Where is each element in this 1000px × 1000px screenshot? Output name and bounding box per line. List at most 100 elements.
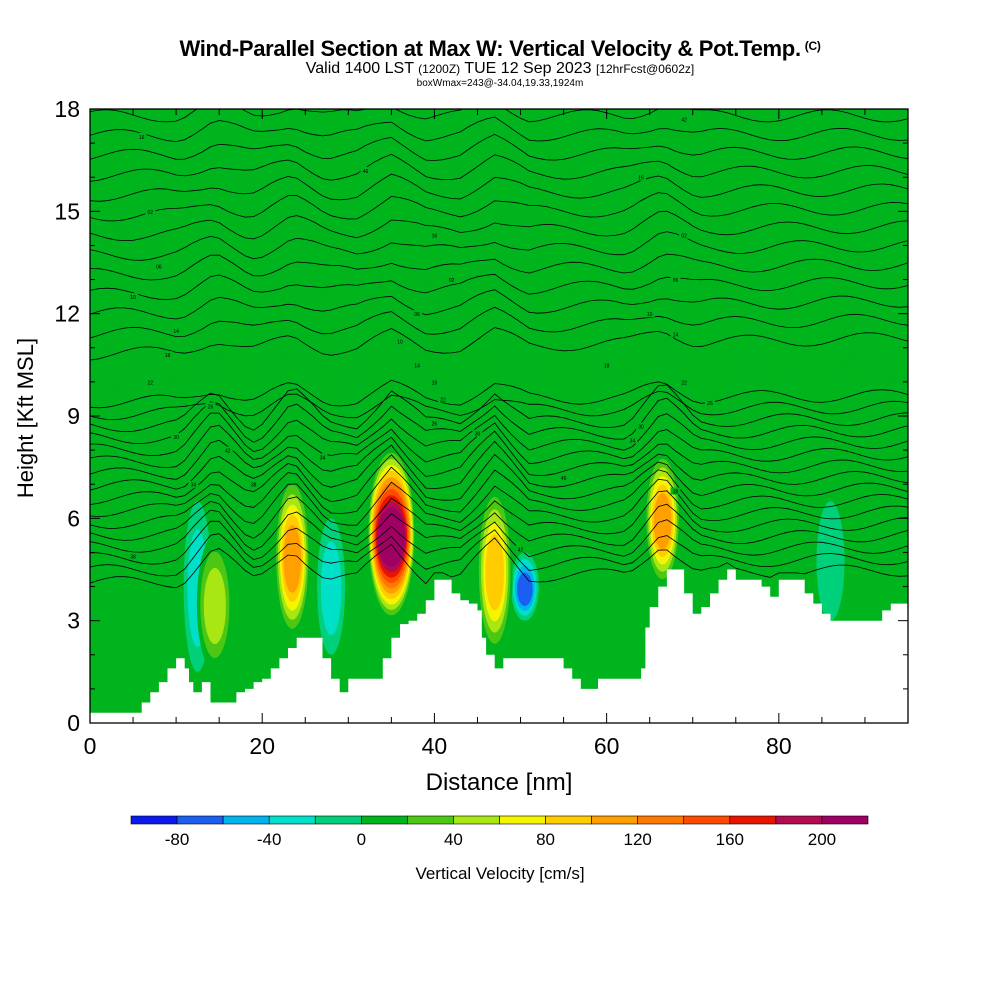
isentrope-value: 16 bbox=[638, 176, 644, 182]
colorbar-tick-label: 80 bbox=[536, 830, 555, 849]
isentrope-label: 10 bbox=[644, 310, 655, 318]
chart-title: Wind-Parallel Section at Max W: Vertical… bbox=[179, 36, 821, 61]
colorbar-swatch bbox=[222, 815, 270, 825]
isentrope-value: 34 bbox=[320, 455, 326, 461]
colorbar-swatch bbox=[545, 815, 592, 825]
colorbar-tick-label: -40 bbox=[257, 830, 282, 849]
colorbar-swatch bbox=[176, 815, 224, 825]
isentrope-label: 34 bbox=[317, 453, 328, 461]
weak-updraft-streak bbox=[369, 163, 414, 553]
label-background bbox=[558, 473, 569, 481]
isentrope-value: 26 bbox=[432, 421, 438, 427]
isentrope-value: 30 bbox=[173, 435, 179, 441]
colorbar-swatch bbox=[499, 815, 546, 825]
isentrope bbox=[90, 231, 908, 261]
label-background bbox=[248, 480, 259, 488]
weak-updraft-streak bbox=[619, 218, 653, 553]
updraft-cell bbox=[367, 446, 416, 621]
downdraft-cell bbox=[510, 552, 539, 621]
isentrope bbox=[90, 173, 908, 202]
y-tick-label: 0 bbox=[67, 710, 80, 736]
isentrope-label: 42 bbox=[679, 115, 690, 124]
label-background bbox=[601, 361, 612, 369]
isentrope-label: 16 bbox=[136, 132, 147, 141]
background-velocity-streaks bbox=[102, 109, 908, 553]
label-background bbox=[670, 487, 681, 495]
isentrope bbox=[90, 466, 908, 518]
isentrope-label: 10 bbox=[128, 293, 139, 301]
label-background bbox=[128, 293, 139, 301]
label-background bbox=[438, 395, 449, 403]
label-background bbox=[222, 446, 233, 454]
weak-updraft-streak bbox=[765, 163, 799, 451]
velocity-contour bbox=[517, 572, 533, 606]
isentrope-label: 38 bbox=[128, 552, 139, 560]
isentrope-label: 02 bbox=[145, 207, 156, 216]
colorbar-title: Vertical Velocity [cm/s] bbox=[415, 864, 585, 883]
isentrope-label: 06 bbox=[412, 310, 423, 318]
isentrope-label: 30 bbox=[636, 422, 647, 431]
colorbar-swatch bbox=[775, 815, 823, 825]
terrain bbox=[90, 569, 908, 723]
isentrope-label: 42 bbox=[222, 446, 233, 455]
isentrope-value: 18 bbox=[432, 380, 438, 386]
x-tick-label: 40 bbox=[422, 733, 448, 759]
colorbar-swatch bbox=[453, 815, 500, 825]
isentrope bbox=[90, 478, 908, 529]
updraft-cell bbox=[644, 450, 681, 587]
isentrope-value: 46 bbox=[363, 169, 369, 175]
weak-updraft-streak bbox=[318, 109, 351, 416]
isentrope-value: 06 bbox=[156, 264, 162, 270]
colorbar-swatch bbox=[591, 815, 638, 825]
velocity-contour bbox=[203, 567, 226, 645]
label-background bbox=[636, 422, 647, 430]
label-background bbox=[136, 132, 147, 140]
isentrope-label: 42 bbox=[515, 545, 526, 554]
isentrope-label: 02 bbox=[679, 231, 690, 240]
weak-updraft-streak bbox=[679, 272, 724, 519]
isentrope-label: 18 bbox=[429, 378, 440, 386]
label-background bbox=[446, 276, 457, 284]
isentrope-label: 18 bbox=[162, 351, 173, 359]
y-tick-label: 9 bbox=[67, 403, 80, 429]
label-background bbox=[429, 419, 440, 427]
isentrope-label: 16 bbox=[429, 231, 440, 240]
label-background bbox=[679, 231, 690, 239]
label-background bbox=[205, 402, 216, 410]
isentrope bbox=[90, 422, 908, 468]
isentrope bbox=[90, 490, 908, 541]
y-tick-label: 6 bbox=[67, 505, 80, 531]
colorbar-tick-label: 160 bbox=[716, 830, 744, 849]
label-background bbox=[636, 173, 647, 181]
colorbar-tick-label: 0 bbox=[357, 830, 366, 849]
label-background bbox=[162, 351, 173, 359]
downdraft-cell bbox=[317, 518, 346, 655]
label-background bbox=[429, 231, 440, 239]
isentrope-value: 38 bbox=[251, 483, 257, 489]
isentrope-value: 16 bbox=[432, 234, 438, 240]
isentrope-label: 10 bbox=[394, 337, 405, 345]
colorbar-tick-label: 200 bbox=[808, 830, 836, 849]
isentrope-value: 26 bbox=[208, 404, 214, 410]
label-background bbox=[394, 337, 405, 345]
colorbar-tick-label: 120 bbox=[624, 830, 652, 849]
isentrope-value: 18 bbox=[165, 353, 171, 359]
y-axis: 0 3 6 9 12 15 18 bbox=[54, 96, 908, 736]
isentrope-label: 26 bbox=[429, 419, 440, 427]
weak-updraft-streak bbox=[214, 218, 259, 485]
box-wmax-info: boxWmax=243@-34.04,19.33,1924m bbox=[416, 78, 584, 89]
isentrope bbox=[90, 192, 908, 222]
updraft-cell bbox=[196, 535, 233, 672]
label-background bbox=[412, 310, 423, 318]
isentrope bbox=[90, 397, 908, 445]
weak-updraft-streak bbox=[275, 272, 297, 451]
isentrope-value: 18 bbox=[604, 363, 610, 369]
label-background bbox=[515, 545, 526, 553]
y-tick-label: 12 bbox=[54, 301, 80, 327]
chart-subtitle: Valid 1400 LST (1200Z) TUE 12 Sep 2023 [… bbox=[0, 60, 1000, 78]
forecast-info: [12hrFcst@0602z] bbox=[596, 62, 695, 76]
isentrope bbox=[90, 454, 908, 505]
isentrope bbox=[90, 379, 908, 409]
y-tick-label: 15 bbox=[54, 198, 80, 224]
isentrope-value: 26 bbox=[707, 401, 713, 407]
